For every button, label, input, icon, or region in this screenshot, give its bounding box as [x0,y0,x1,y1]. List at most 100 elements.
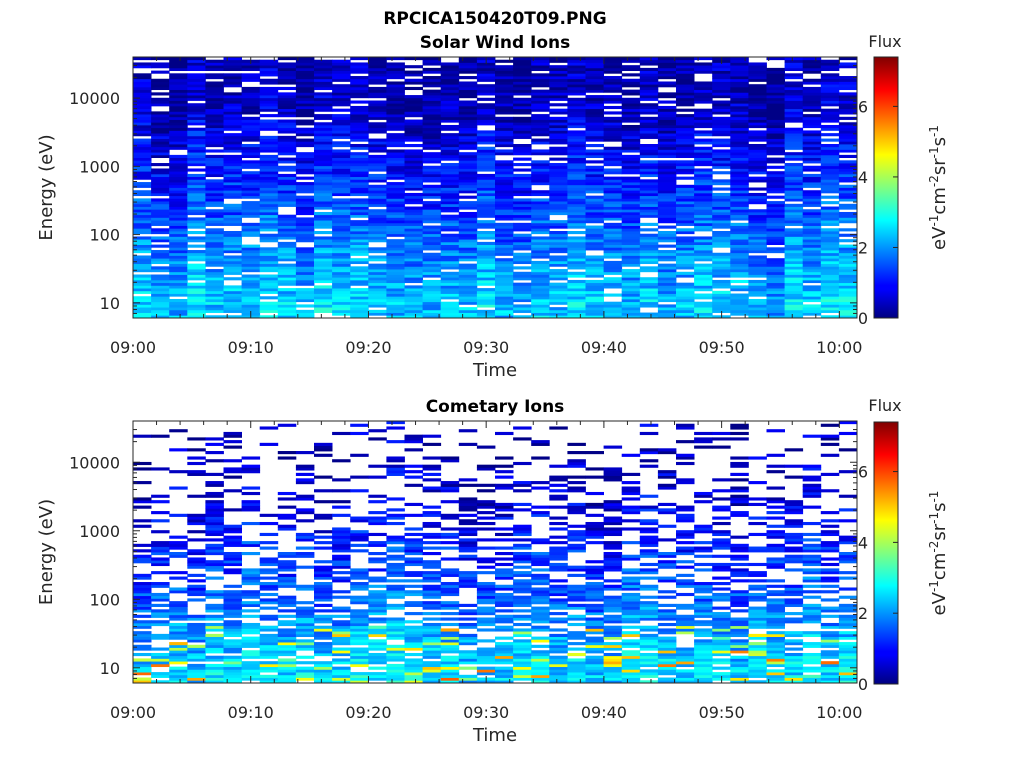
heatmap-cell [603,587,623,591]
heatmap-cell [694,124,713,129]
heatmap-cell [223,187,242,191]
heatmap-cell [621,255,641,259]
heatmap-cell [621,587,641,591]
heatmap-cell [694,203,713,207]
heatmap-cell [205,666,224,670]
heatmap-cell [639,62,659,66]
heatmap-cell [531,573,550,577]
heatmap-cell [241,636,261,640]
heatmap-cell [748,214,767,218]
heatmap-cell [404,658,423,662]
heatmap-cell [404,173,423,178]
heatmap-cell [748,138,767,142]
heatmap-cell [350,519,369,523]
heatmap-cell [187,116,206,120]
heatmap-cell [151,70,170,74]
heatmap-cell [332,182,351,186]
heatmap-cell [386,535,405,539]
heatmap-cell [730,225,749,229]
heatmap-cell [350,680,369,684]
heatmap-cell [259,122,279,126]
heatmap-cell [205,244,224,248]
heatmap-cell [386,89,405,93]
heatmap-cell [657,614,677,618]
heatmap-cell [603,81,623,85]
heatmap-cell [513,225,532,229]
heatmap-cell [802,214,822,218]
heatmap-cell [404,661,423,665]
heatmap-cell [133,86,152,91]
heatmap-cell [350,582,369,586]
heatmap-cell [404,470,423,474]
heatmap-cell [567,195,586,199]
heatmap-cell [458,258,478,262]
heatmap-cell [495,239,514,243]
heatmap-cell [259,625,279,629]
heatmap-cell [458,231,478,235]
heatmap-cell [495,598,514,602]
heatmap-cell [277,288,297,292]
heatmap-cell [603,606,623,610]
heatmap-cell [585,279,604,284]
heatmap-cell [820,307,840,311]
heatmap-cell [169,73,188,77]
heatmap-cell [549,475,568,479]
heatmap-cell [187,587,206,591]
heatmap-cell [332,95,351,99]
heatmap-cell [621,157,641,161]
heatmap-cell [657,108,677,112]
heatmap-cell [404,674,423,678]
heatmap-cell [187,95,206,99]
heatmap-cell [567,549,586,553]
heatmap-cell [368,124,387,129]
heatmap-cell [549,201,568,205]
heatmap-cell [386,459,405,463]
heatmap-cell [802,70,822,74]
heatmap-cell [422,562,442,567]
heatmap-cell [332,669,351,673]
heatmap-cell [277,650,297,654]
heatmap-cell [476,516,496,520]
heatmap-cell [187,103,206,107]
heatmap-cell [531,201,550,205]
heatmap-cell [314,298,333,303]
heatmap-cell [151,557,170,561]
heatmap-cell [187,644,206,648]
heatmap-cell [458,165,478,169]
heatmap-cell [567,606,586,610]
heatmap-cell [603,312,623,316]
heatmap-cell [639,195,659,199]
heatmap-cell [476,263,496,267]
heatmap-cell [730,211,749,216]
heatmap-cell [440,266,460,270]
heatmap-cell [748,250,767,254]
heatmap-cell [585,89,604,93]
heatmap-cell [657,590,677,594]
heatmap-cell [495,502,514,507]
heatmap-cell [169,146,188,150]
heatmap-cell [495,165,514,169]
heatmap-cell [205,606,224,610]
heatmap-cell [386,138,405,142]
heatmap-cell [422,288,442,292]
heatmap-cell [151,78,170,82]
heatmap-cell [585,116,604,120]
heatmap-cell [531,587,550,591]
heatmap-cell [205,65,224,69]
heatmap-cell [621,519,641,523]
heatmap-cell [585,658,604,662]
heatmap-cell [549,203,568,207]
heatmap-cell [458,277,478,281]
heatmap-cell [169,65,188,69]
heatmap-cell [187,244,206,248]
heatmap-cell [458,582,478,586]
heatmap-cell [169,165,188,169]
heatmap-cell [531,290,550,294]
heatmap-cell [476,122,496,126]
heatmap-cell [476,236,496,240]
heatmap-cell [476,160,496,164]
heatmap-cell [151,269,170,273]
heatmap-cell [295,304,315,308]
heatmap-cell [187,152,206,156]
heatmap-cell [603,154,623,158]
